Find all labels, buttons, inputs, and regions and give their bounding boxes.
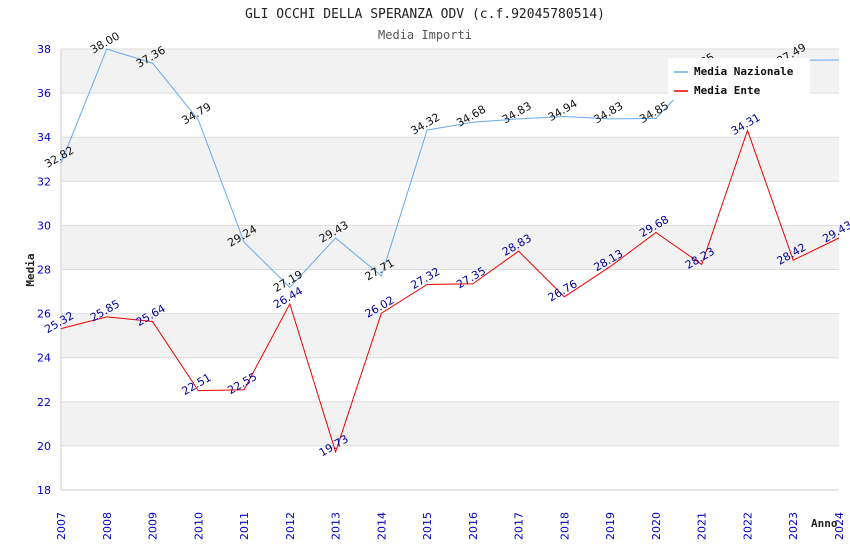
x-tick-label: 2018: [558, 512, 571, 540]
data-label: 22.55: [225, 370, 259, 397]
legend-box: [668, 58, 810, 100]
data-label: 34.83: [592, 99, 626, 126]
x-axis-label: Anno: [811, 517, 838, 530]
data-label: 34.83: [500, 99, 534, 126]
x-tick-label: 2009: [147, 512, 160, 540]
x-tick-label: 2021: [696, 512, 709, 540]
y-tick-label: 20: [37, 440, 51, 453]
data-label: 34.94: [546, 97, 580, 124]
y-tick-label: 18: [37, 484, 51, 497]
y-tick-label: 30: [37, 219, 51, 232]
background-band: [61, 401, 839, 446]
x-tick-label: 2013: [330, 512, 343, 540]
x-tick-label: 2015: [421, 512, 434, 540]
y-axis-label: Media: [24, 253, 37, 286]
background-band: [61, 313, 839, 358]
background-band: [61, 137, 839, 182]
data-label: 34.32: [408, 111, 442, 138]
x-tick-label: 2024: [833, 512, 846, 540]
legend-label-media-nazionale: Media Nazionale: [694, 65, 794, 78]
background-bands: [61, 49, 839, 446]
x-tick-label: 2022: [741, 512, 754, 540]
x-tick-label: 2023: [787, 512, 800, 540]
y-tick-labels: 18 20 22 24 26 28 30 32 34 36 38: [37, 43, 51, 497]
x-tick-label: 2020: [650, 512, 663, 540]
x-tick-labels: 2007 2008 2009 2010 2011 2012 2013 2014 2015 2016…: [55, 512, 846, 540]
y-tick-label: 36: [37, 87, 51, 100]
legend-label-media-ente: Media Ente: [694, 84, 761, 97]
chart-title: GLI OCCHI DELLA SPERANZA ODV (c.f.920457…: [245, 7, 605, 22]
data-label: 34.85: [637, 99, 671, 126]
y-tick-label: 38: [37, 43, 51, 56]
x-tick-label: 2014: [375, 512, 388, 540]
y-tick-label: 26: [37, 308, 51, 321]
x-tick-label: 2008: [101, 512, 114, 540]
data-label: 34.79: [180, 100, 214, 127]
legend: Media Nazionale Media Ente: [668, 58, 810, 100]
x-tick-label: 2012: [284, 512, 297, 540]
x-tick-label: 2010: [192, 512, 205, 540]
background-band: [61, 225, 839, 270]
chart-subtitle: Media Importi: [378, 28, 472, 42]
data-label: 34.31: [729, 111, 763, 138]
y-tick-label: 24: [37, 352, 51, 365]
y-tick-label: 22: [37, 396, 51, 409]
x-tick-label: 2017: [513, 512, 526, 540]
data-label: 26.76: [546, 277, 580, 304]
y-tick-label: 34: [37, 131, 51, 144]
x-tick-label: 2016: [467, 512, 480, 540]
y-tick-label: 28: [37, 264, 51, 277]
data-label: 22.51: [180, 371, 214, 398]
x-tick-label: 2007: [55, 512, 68, 540]
x-tick-label: 2011: [238, 512, 251, 540]
axes: [60, 49, 839, 491]
data-label: 34.68: [454, 103, 488, 130]
series-line-media-ente: [60, 128, 840, 454]
y-tick-label: 32: [37, 175, 51, 188]
x-tick-label: 2019: [604, 512, 617, 540]
